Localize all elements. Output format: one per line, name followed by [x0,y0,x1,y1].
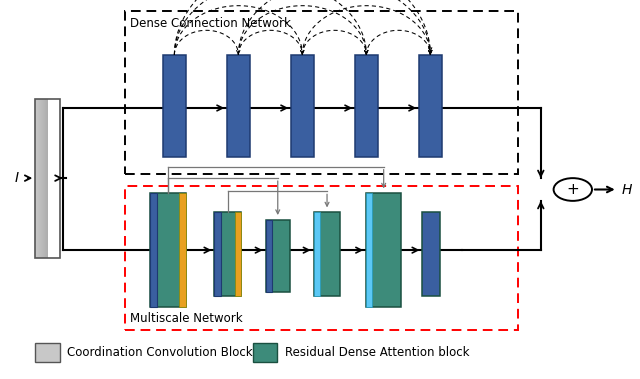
Bar [214,212,241,296]
Bar [44,99,45,258]
Bar [42,99,43,258]
Bar [314,212,320,296]
Bar [266,220,272,292]
Bar [150,193,186,307]
Bar [54,99,56,258]
Bar [36,99,38,258]
Bar [314,212,340,296]
Bar [266,220,290,292]
Text: $I$: $I$ [15,171,20,185]
Bar [35,99,36,258]
Text: +: + [566,182,579,197]
Bar [37,99,38,258]
Bar [179,193,186,307]
Bar [35,99,60,258]
Circle shape [554,178,592,201]
Bar [47,99,49,258]
Bar [40,99,42,258]
Bar [355,55,378,157]
Bar [44,99,45,258]
Bar [419,55,442,157]
Bar [38,99,40,258]
Bar [253,343,277,362]
Bar [35,343,60,362]
Bar [45,99,47,258]
Bar [39,99,40,258]
Bar [163,55,186,157]
Bar [214,212,221,296]
Bar [49,99,51,258]
Text: Multiscale Network: Multiscale Network [130,312,243,325]
Bar [150,193,157,307]
Bar [235,212,241,296]
Bar [366,193,401,307]
Text: $H$: $H$ [621,183,633,196]
Bar [422,212,440,296]
Bar [227,55,250,157]
Bar [366,193,372,307]
Bar [52,99,53,258]
Text: Residual Dense Attention block: Residual Dense Attention block [285,346,469,359]
Text: Dense Connection Network: Dense Connection Network [130,17,291,30]
Text: Coordination Convolution Block: Coordination Convolution Block [67,346,253,359]
Bar [291,55,314,157]
Bar [42,99,44,258]
